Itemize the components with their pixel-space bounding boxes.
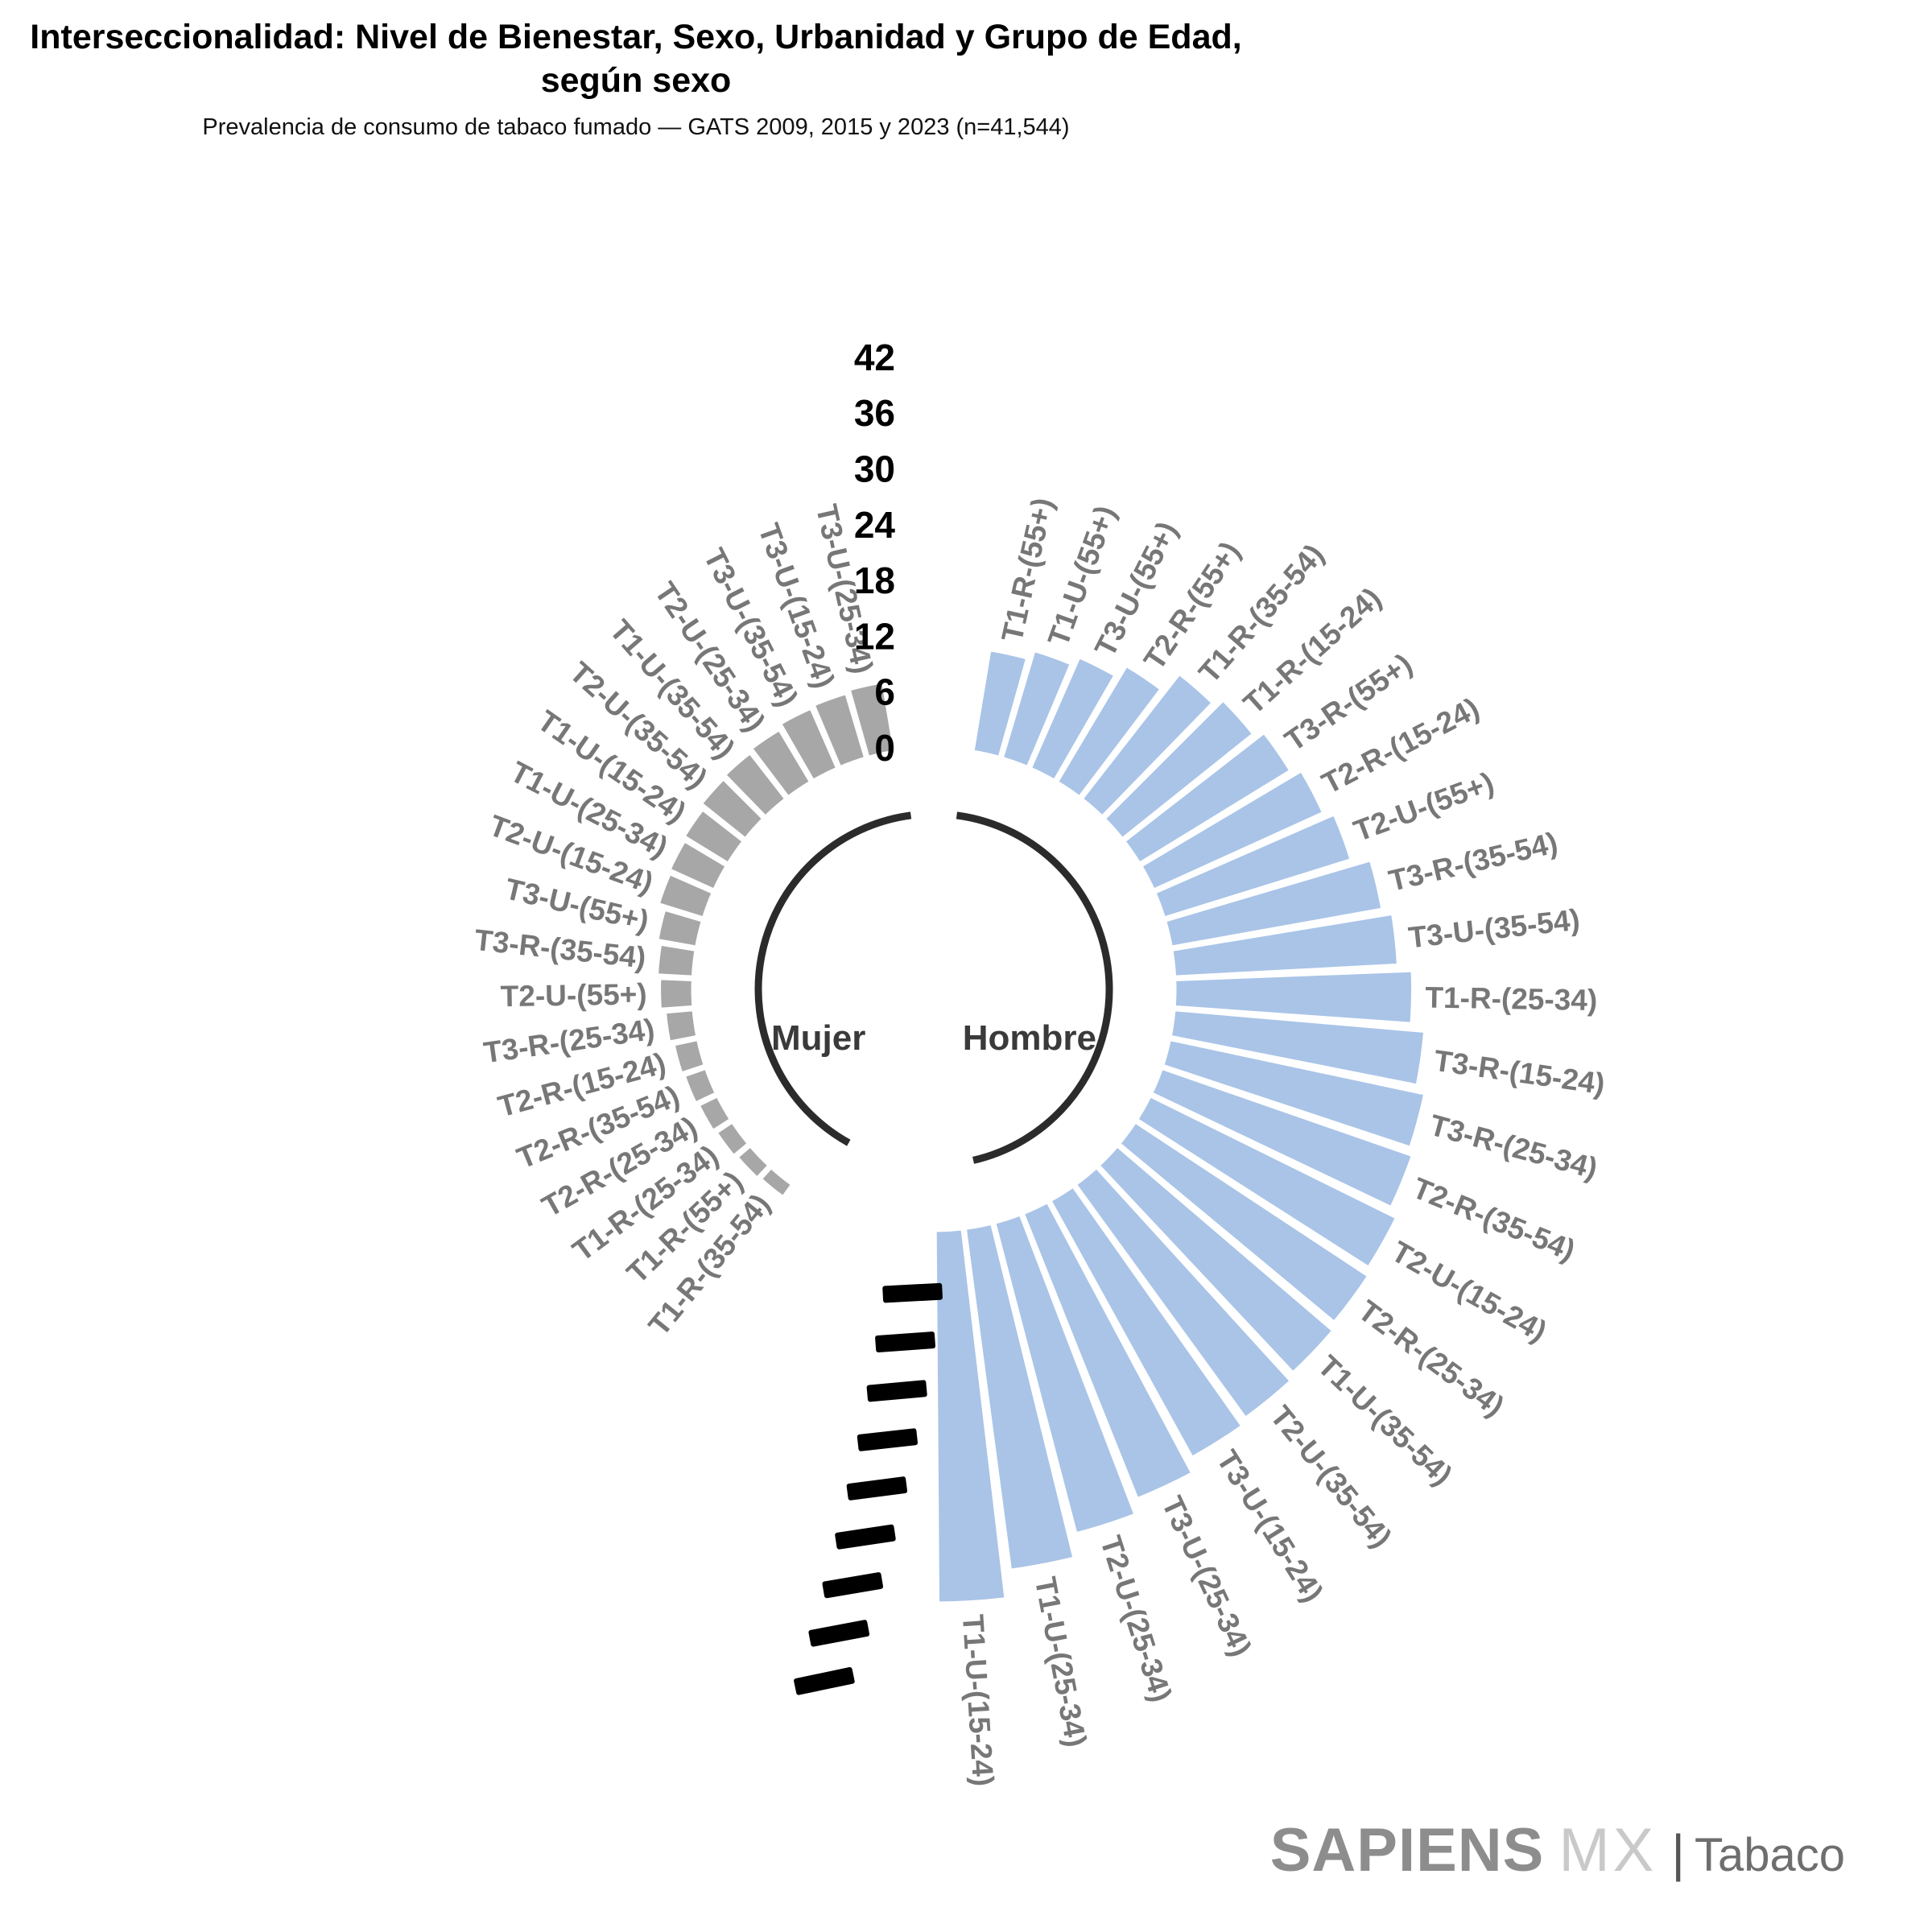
tick-label-6: 6 <box>874 671 895 713</box>
separator-dash <box>857 1428 919 1451</box>
separator-dash <box>846 1476 908 1501</box>
radial-axis-ticks: 0 6 12 18 24 30 36 42 <box>854 336 896 769</box>
bar-mujer-T1-U-(25-34) <box>668 840 729 891</box>
tick-label-36: 36 <box>854 392 895 434</box>
tick-label-18: 18 <box>854 559 895 601</box>
separator-dashes <box>794 1282 943 1695</box>
bar-mujer-T1-U-(15-24) <box>683 807 745 865</box>
bar-mujer-T2-U-(25-34) <box>749 728 812 799</box>
chart-title: Interseccionalidad: Nivel de Bienestar, … <box>30 18 1242 100</box>
hombre-inner-arc <box>956 811 1113 1164</box>
bar-mujer-T3-U-(55+) <box>656 908 704 948</box>
sector-label-T2-U-(55+): T2-U-(55+) <box>500 977 647 1013</box>
sector-label-T3-U-(25-34): T3-U-(25-34) <box>1155 1492 1257 1662</box>
bar-hombre-T2-R-(35-54) <box>1150 1067 1414 1209</box>
bar-mujer-T2-U-(35-54) <box>700 777 765 840</box>
separator-dash <box>835 1524 896 1550</box>
logo-tabaco: Tabaco <box>1694 1829 1845 1881</box>
bar-hombre-T2-R-(15-24) <box>1139 769 1325 891</box>
separator-dash <box>882 1282 943 1303</box>
chart-subtitle: Prevalencia de consumo de tabaco fumado … <box>202 114 1070 140</box>
bar-mujer-T1-R-(35-54) <box>759 1166 794 1199</box>
logo-sapiens: SAPIENS <box>1269 1816 1545 1885</box>
bar-hombre-T3-R-(15-24) <box>1169 1009 1426 1087</box>
bar-mujer-T3-U-(25-34) <box>848 680 896 759</box>
bar-hombre-T2-U-(15-24) <box>1135 1094 1398 1269</box>
bar-hombre-T1-R-(55+) <box>972 648 1029 759</box>
bar-hombre-T1-U-(15-24) <box>934 1228 1007 1604</box>
bar-mujer-T3-U-(35-54) <box>778 707 839 782</box>
bar-hombre-T3-U-(15-24) <box>1049 1185 1244 1459</box>
bar-mujer-T2-R-(15-24) <box>672 1038 707 1075</box>
center-label-hombre: Hombre <box>963 1018 1096 1058</box>
bar-hombre-T3-U-(35-54) <box>1170 912 1399 978</box>
bar-mujer-T2-U-(15-24) <box>657 872 715 919</box>
bar-mujer-T2-U-(55+) <box>658 977 695 1010</box>
mujer-bars <box>656 680 896 1199</box>
sector-label-T3-R-(25-34): T3-R-(25-34) <box>1426 1108 1601 1186</box>
bar-hombre-T2-R-(55+) <box>1055 664 1162 799</box>
bar-hombre-T3-R-(55+) <box>1122 731 1292 865</box>
bar-hombre-T2-U-(25-34) <box>993 1213 1137 1535</box>
sector-label-T3-U-(35-54): T3-U-(35-54) <box>1407 903 1582 955</box>
bar-hombre-T1-R-(35-54) <box>1080 672 1215 819</box>
bar-hombre-T3-R-(25-34) <box>1161 1038 1426 1149</box>
tick-label-12: 12 <box>854 615 895 657</box>
bar-mujer-T3-R-(25-34) <box>663 1009 699 1043</box>
bar-hombre-T3-U-(55+) <box>1029 655 1117 782</box>
sector-label-T3-R-(15-24): T3-R-(15-24) <box>1432 1044 1607 1101</box>
bar-hombre-T3-R-(35-54) <box>1163 858 1384 948</box>
logo-divider: | <box>1671 1824 1685 1882</box>
separator-dash <box>808 1620 870 1647</box>
tick-label-42: 42 <box>854 336 895 378</box>
bar-hombre-T1-U-(25-34) <box>964 1222 1075 1571</box>
bar-mujer-T3-R-(35-54) <box>656 943 697 978</box>
bar-mujer-T1-R-(55+) <box>736 1144 770 1180</box>
bar-hombre-T1-R-(15-24) <box>1103 699 1255 840</box>
sector-label-T3-R-(35-54): T3-R-(35-54) <box>1385 826 1561 898</box>
bar-hombre-T2-U-(35-54) <box>1074 1166 1293 1420</box>
separator-dash <box>794 1666 855 1695</box>
bar-hombre-T2-R-(25-34) <box>1117 1121 1370 1324</box>
logo-mx: MX <box>1558 1816 1657 1885</box>
bar-mujer-T3-U-(15-24) <box>812 691 867 769</box>
mujer-inner-arc <box>754 811 912 1146</box>
bar-mujer-T2-R-(35-54) <box>683 1067 718 1104</box>
sector-label-T1-U-(15-24): T1-U-(15-24) <box>956 1613 1000 1787</box>
brand-logo: SAPIENS MX | Tabaco <box>1270 1815 1845 1885</box>
tick-label-24: 24 <box>854 504 896 546</box>
bar-mujer-T1-U-(35-54) <box>723 751 787 819</box>
bar-mujer-T2-R-(25-34) <box>697 1094 733 1133</box>
separator-dash <box>866 1380 927 1402</box>
center-label-mujer: Mujer <box>771 1018 865 1058</box>
hombre-bars <box>934 648 1426 1604</box>
tick-label-0: 0 <box>874 727 895 769</box>
bar-hombre-T2-U-(55+) <box>1153 812 1352 919</box>
separator-dash <box>822 1572 884 1599</box>
separator-dash <box>875 1331 936 1352</box>
sector-label-T1-R-(25-34): T1-R-(25-34) <box>1425 980 1597 1016</box>
title-block: Interseccionalidad: Nivel de Bienestar, … <box>0 16 1272 141</box>
sector-label-T1-U-(25-34): T1-U-(25-34) <box>1029 1575 1093 1750</box>
tick-label-30: 30 <box>854 448 895 490</box>
bar-hombre-T1-R-(25-34) <box>1173 969 1414 1025</box>
bar-hombre-T1-U-(55+) <box>1001 649 1073 769</box>
bar-hombre-T1-U-(35-54) <box>1097 1144 1335 1374</box>
bar-hombre-T3-U-(25-34) <box>1022 1200 1194 1501</box>
sector-label-T2-U-(25-34): T2-U-(25-34) <box>1094 1532 1178 1706</box>
bar-mujer-T1-R-(25-34) <box>715 1121 750 1158</box>
